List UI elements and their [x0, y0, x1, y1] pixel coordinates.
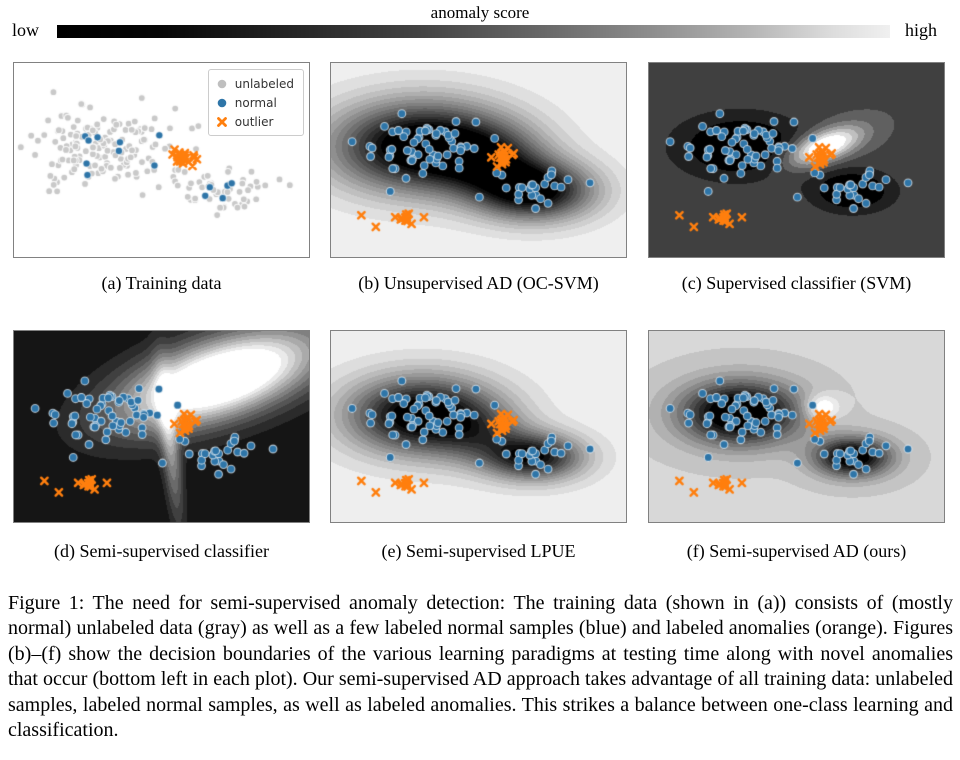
legend: unlabeled normal outlier	[207, 69, 304, 136]
panel-semisup-classifier	[13, 330, 310, 523]
figure-caption: Figure 1: The need for semi-supervised a…	[8, 592, 953, 742]
semisup-ad-plot	[649, 331, 944, 522]
panel-lpue	[330, 330, 627, 523]
svm-plot	[649, 63, 944, 257]
legend-label-normal: normal	[234, 95, 277, 110]
lpue-plot	[331, 331, 626, 522]
panel-c-caption: (c) Supervised classifier (SVM)	[681, 273, 912, 293]
normal-dot-icon	[217, 98, 227, 107]
unlabeled-dot-icon	[217, 79, 227, 88]
panel-a-caption: (a) Training data	[101, 273, 222, 293]
panel-semisup-ad	[648, 330, 945, 523]
colorbar-low-label: low	[12, 20, 39, 40]
legend-item-normal: normal	[216, 93, 294, 112]
panel-ocsvm	[330, 62, 627, 258]
panel-e-caption: (e) Semi-supervised LPUE	[381, 541, 576, 561]
semisup-classifier-plot	[14, 331, 309, 522]
panel-b-caption: (b) Unsupervised AD (OC-SVM)	[358, 273, 599, 293]
legend-label-outlier: outlier	[234, 114, 274, 129]
outlier-x-icon	[216, 116, 227, 127]
legend-label-unlabeled: unlabeled	[234, 76, 294, 91]
panel-d-caption: (d) Semi-supervised classifier	[54, 541, 269, 561]
panel-f-caption: (f) Semi-supervised AD (ours)	[686, 541, 907, 561]
panel-svm	[648, 62, 945, 258]
legend-item-outlier: outlier	[216, 112, 294, 131]
ocsvm-plot	[331, 63, 626, 257]
legend-item-unlabeled: unlabeled	[216, 74, 294, 93]
colorbar-high-label: high	[905, 20, 938, 40]
anomaly-score-colorbar	[57, 25, 890, 38]
colorbar-title: anomaly score	[430, 3, 530, 22]
panel-training-data: unlabeled normal outlier	[13, 62, 310, 258]
